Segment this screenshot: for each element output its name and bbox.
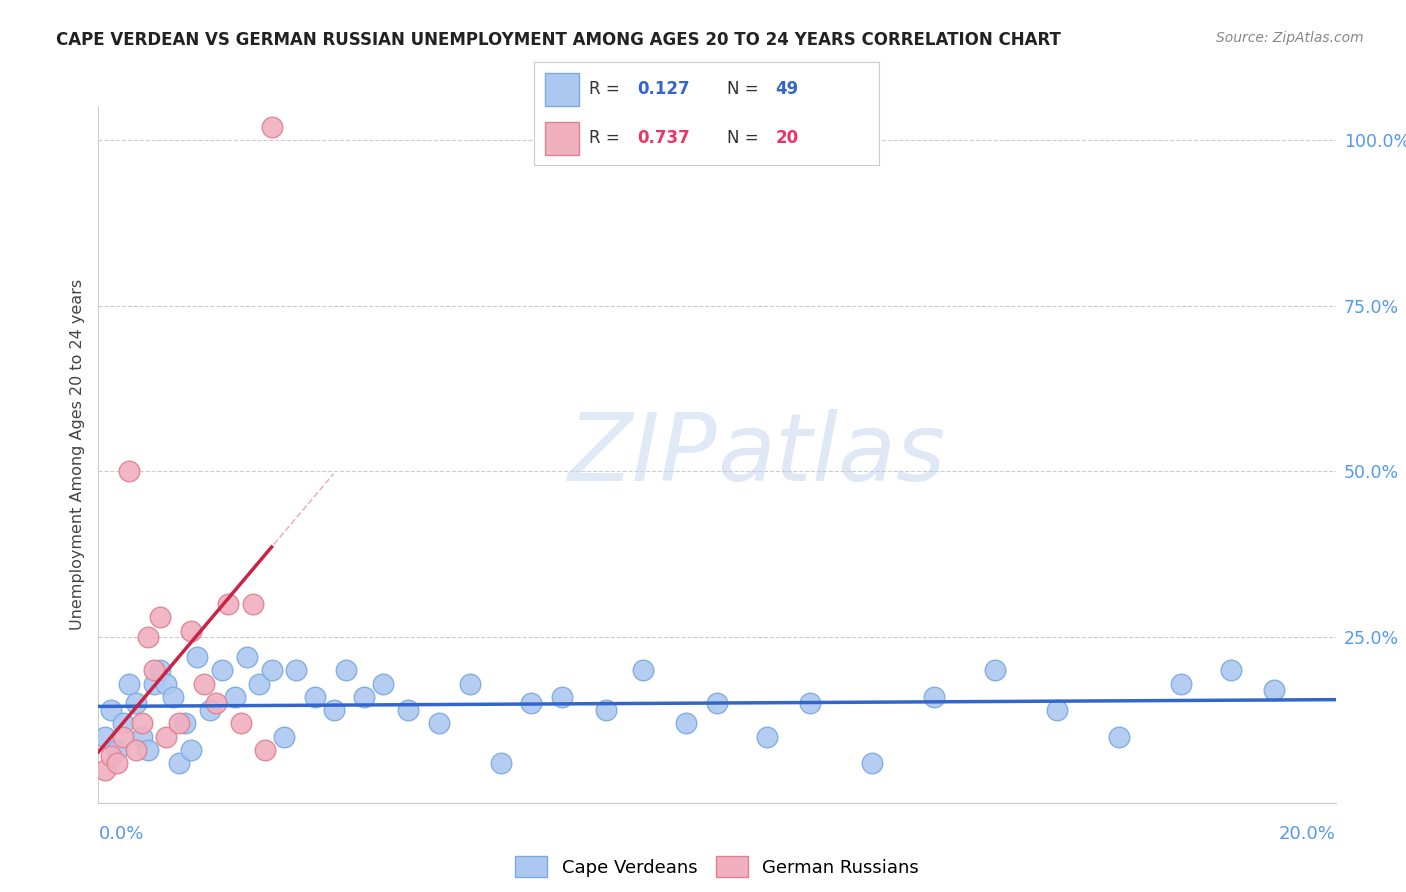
Point	[799, 697, 821, 711]
Point	[427, 716, 450, 731]
Point	[143, 663, 166, 677]
Point	[1263, 683, 1285, 698]
Point	[136, 630, 159, 644]
Point	[118, 465, 141, 479]
Point	[174, 716, 197, 731]
Point	[149, 663, 172, 677]
Point	[860, 756, 883, 770]
Point	[217, 597, 239, 611]
Text: N =: N =	[727, 80, 763, 98]
Point	[124, 743, 146, 757]
Point	[105, 756, 128, 770]
Point	[335, 663, 357, 677]
Point	[551, 690, 574, 704]
Point	[984, 663, 1007, 677]
Point	[229, 716, 252, 731]
Point	[131, 730, 153, 744]
Point	[155, 730, 177, 744]
Point	[1219, 663, 1241, 677]
Point	[520, 697, 543, 711]
Point	[105, 743, 128, 757]
Text: 0.0%: 0.0%	[98, 825, 143, 843]
Point	[273, 730, 295, 744]
Point	[236, 650, 259, 665]
Point	[458, 676, 481, 690]
Point	[755, 730, 778, 744]
Point	[198, 703, 221, 717]
Point	[112, 716, 135, 731]
Point	[118, 676, 141, 690]
Text: ZIP: ZIP	[568, 409, 717, 500]
Text: 20.0%: 20.0%	[1279, 825, 1336, 843]
Bar	[544, 122, 579, 155]
Point	[260, 663, 283, 677]
Point	[167, 756, 190, 770]
Bar	[544, 73, 579, 105]
Point	[162, 690, 184, 704]
Point	[1108, 730, 1130, 744]
Point	[100, 703, 122, 717]
Text: atlas: atlas	[717, 409, 945, 500]
Point	[131, 716, 153, 731]
Point	[205, 697, 228, 711]
Point	[136, 743, 159, 757]
Point	[100, 749, 122, 764]
Point	[254, 743, 277, 757]
Text: 0.127: 0.127	[638, 80, 690, 98]
Point	[922, 690, 945, 704]
Point	[211, 663, 233, 677]
Point	[260, 120, 283, 134]
Point	[1046, 703, 1069, 717]
Point	[396, 703, 419, 717]
Point	[675, 716, 697, 731]
Text: 20: 20	[776, 129, 799, 147]
Point	[167, 716, 190, 731]
Text: R =: R =	[589, 80, 626, 98]
Point	[93, 730, 115, 744]
Point	[1170, 676, 1192, 690]
Point	[242, 597, 264, 611]
Point	[489, 756, 512, 770]
Point	[285, 663, 308, 677]
Point	[595, 703, 617, 717]
Point	[186, 650, 208, 665]
Point	[224, 690, 246, 704]
Point	[155, 676, 177, 690]
Text: R =: R =	[589, 129, 626, 147]
Point	[322, 703, 344, 717]
Text: N =: N =	[727, 129, 763, 147]
Text: Source: ZipAtlas.com: Source: ZipAtlas.com	[1216, 31, 1364, 45]
Point	[371, 676, 394, 690]
Point	[124, 697, 146, 711]
Point	[706, 697, 728, 711]
Text: 49: 49	[776, 80, 799, 98]
Text: CAPE VERDEAN VS GERMAN RUSSIAN UNEMPLOYMENT AMONG AGES 20 TO 24 YEARS CORRELATIO: CAPE VERDEAN VS GERMAN RUSSIAN UNEMPLOYM…	[56, 31, 1062, 49]
Point	[112, 730, 135, 744]
Point	[143, 676, 166, 690]
Y-axis label: Unemployment Among Ages 20 to 24 years: Unemployment Among Ages 20 to 24 years	[69, 279, 84, 631]
Text: 0.737: 0.737	[638, 129, 690, 147]
Point	[247, 676, 270, 690]
Point	[353, 690, 375, 704]
Point	[304, 690, 326, 704]
Point	[180, 743, 202, 757]
Point	[93, 763, 115, 777]
Point	[193, 676, 215, 690]
Point	[180, 624, 202, 638]
Point	[631, 663, 654, 677]
Legend: Cape Verdeans, German Russians: Cape Verdeans, German Russians	[508, 849, 927, 884]
Point	[149, 610, 172, 624]
